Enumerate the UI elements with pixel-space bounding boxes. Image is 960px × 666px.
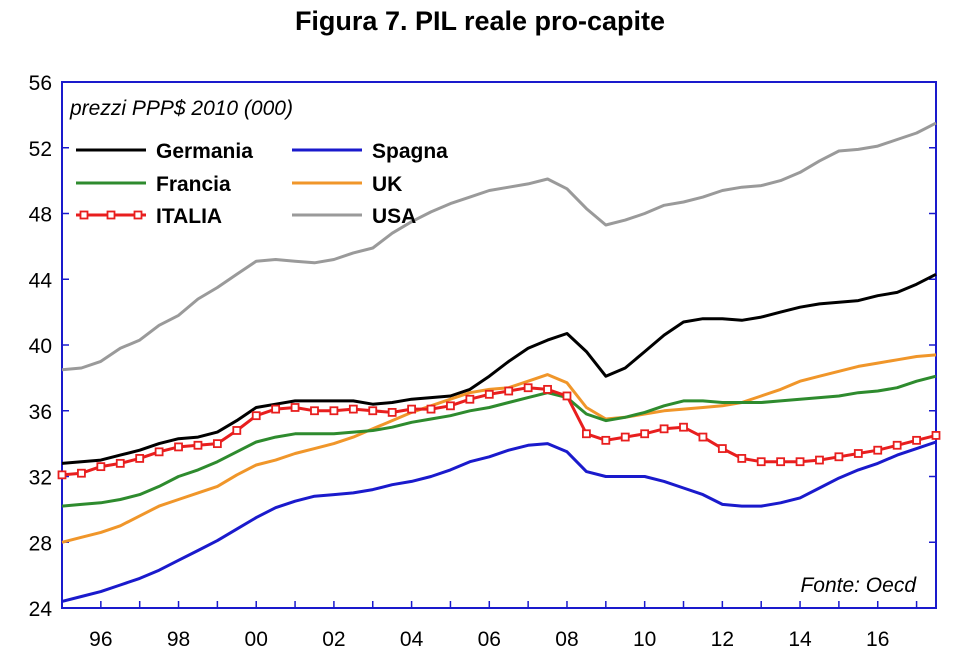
series-line-germania	[61, 272, 937, 465]
y-tick-label: 36	[29, 401, 52, 424]
series-point-italia	[232, 426, 242, 435]
y-tick-label: 56	[29, 72, 52, 95]
series-point-italia	[543, 384, 552, 394]
y-axis: 24 28 32 36 40 44 48 52 56	[29, 72, 936, 621]
series-point-italia	[717, 444, 727, 453]
series-point-italia	[407, 404, 417, 414]
series-point-italia	[698, 432, 708, 442]
series-point-italia	[873, 445, 883, 455]
chart-subtitle: prezzi PPP$ 2010 (000)	[69, 97, 293, 120]
series-point-italia	[251, 411, 261, 421]
series-point-italia	[523, 383, 533, 393]
series-layer	[57, 121, 941, 603]
series-point-italia	[446, 401, 455, 411]
series-line-uk	[61, 353, 937, 544]
series-point-italia	[348, 404, 358, 414]
series-point-italia	[57, 470, 67, 480]
x-tick-label: 04	[400, 628, 424, 651]
series-point-italia	[892, 440, 902, 450]
y-tick-label: 44	[29, 269, 53, 292]
x-tick-label: 96	[89, 628, 112, 651]
x-tick-label: 98	[167, 628, 190, 651]
series-point-italia	[912, 435, 921, 445]
legend-marker	[133, 210, 143, 220]
series-point-italia	[659, 424, 669, 434]
series-line-spagna	[61, 440, 937, 603]
series-point-italia	[174, 442, 183, 452]
series-point-italia	[465, 394, 475, 404]
x-tick-label: 10	[633, 628, 656, 651]
series-line-italia	[61, 386, 937, 477]
legend: Germania Francia ITALIA Spagna UK USA	[76, 140, 448, 228]
chart-title: Figura 7. PIL reale pro-capite	[294, 6, 666, 36]
x-axis: 96 98 00 02 04 06 08 10 12 14 16	[61, 601, 918, 651]
y-tick-label: 28	[29, 532, 52, 555]
series-point-italia	[193, 440, 203, 450]
series-point-italia	[853, 449, 863, 458]
series-point-italia	[582, 429, 591, 439]
series-point-italia	[426, 404, 436, 414]
series-point-italia	[795, 457, 805, 467]
series-point-italia	[834, 452, 844, 462]
series-point-italia	[77, 468, 86, 478]
y-tick-label: 40	[29, 335, 52, 358]
x-tick-label: 00	[245, 628, 268, 651]
series-point-italia	[271, 404, 281, 414]
series-point-italia	[135, 454, 145, 463]
x-tick-label: 02	[322, 628, 345, 651]
legend-label-francia: Francia	[156, 173, 231, 196]
source-note: Fonte: Oecd	[800, 574, 917, 597]
legend-label-spagna: Spagna	[372, 140, 448, 163]
series-point-italia	[679, 422, 688, 432]
series-point-italia	[115, 458, 125, 468]
series-point-italia	[640, 429, 650, 439]
series-point-italia	[756, 457, 766, 467]
series-point-italia	[387, 407, 397, 417]
series-point-italia	[620, 432, 630, 442]
legend-label-germania: Germania	[156, 140, 253, 163]
legend-label-italia: ITALIA	[156, 205, 222, 228]
series-point-italia	[484, 389, 494, 399]
y-tick-label: 48	[29, 204, 52, 227]
series-line-francia	[61, 374, 937, 508]
x-tick-label: 12	[711, 628, 734, 651]
series-point-italia	[290, 403, 300, 412]
y-tick-label: 52	[29, 138, 52, 161]
series-point-italia	[815, 455, 824, 465]
series-point-italia	[601, 435, 611, 445]
x-tick-label: 14	[788, 628, 812, 651]
series-point-italia	[562, 391, 572, 401]
series-point-italia	[931, 431, 941, 440]
series-point-italia	[96, 462, 106, 472]
series-point-italia	[212, 439, 222, 449]
y-tick-label: 24	[29, 598, 53, 621]
legend-marker	[106, 210, 116, 220]
x-tick-label: 08	[555, 628, 578, 651]
series-point-italia	[776, 457, 786, 467]
y-tick-label: 32	[29, 467, 52, 490]
series-point-italia	[368, 406, 378, 416]
legend-label-uk: UK	[372, 173, 402, 196]
series-line-usa	[61, 121, 937, 372]
x-tick-label: 16	[866, 628, 889, 651]
legend-label-usa: USA	[372, 205, 416, 228]
series-point-italia	[310, 406, 319, 416]
series-point-italia	[154, 447, 164, 457]
series-point-italia	[329, 406, 339, 416]
series-point-italia	[737, 454, 747, 463]
series-point-italia	[504, 386, 514, 396]
x-tick-label: 06	[478, 628, 501, 651]
legend-marker	[79, 210, 89, 220]
